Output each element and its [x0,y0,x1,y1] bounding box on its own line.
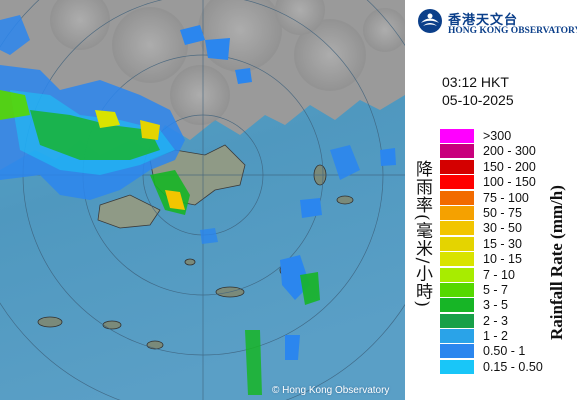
legend-swatch [440,190,474,206]
observation-time: 03:12 HKT [442,74,509,90]
legend-swatch [440,344,474,360]
legend-label: 7 - 10 [483,267,515,282]
legend-swatch [440,144,474,160]
legend-label: 10 - 15 [483,252,522,267]
legend-label: 100 - 150 [483,175,536,190]
legend-label: 1 - 2 [483,329,509,344]
legend-label: 15 - 30 [483,236,522,251]
copyright-notice: © Hong Kong Observatory [272,385,390,396]
logo-chinese-name: 香港天文台 [448,13,519,28]
radar-map: © Hong Kong Observatory [0,0,405,400]
legend-label: 30 - 50 [483,221,522,236]
legend-panel: 香港天文台 HONG KONG OBSERVATORY 03:12 HKT 05… [405,0,577,400]
logo-english-name: HONG KONG OBSERVATORY [448,26,577,36]
legend-label: 75 - 100 [483,190,529,205]
legend-label: 0.50 - 1 [483,344,526,359]
unit-label-chinese: 降雨率(毫米/小時) [412,160,432,308]
observation-date: 05-10-2025 [442,92,514,108]
legend-label: 200 - 300 [483,144,536,159]
legend-swatch [440,236,474,252]
legend-label: 5 - 7 [483,282,509,297]
cloud-texture [50,0,405,125]
legend-swatch [440,129,474,144]
legend-swatch [440,159,474,175]
legend-label: >300 [483,129,512,143]
rain-echoes [0,15,396,395]
legend-swatch [440,252,474,268]
legend-swatch [440,298,474,314]
legend-label: 3 - 5 [483,298,509,313]
unit-label-english: Rainfall Rate (mm/h) [547,185,566,340]
legend-swatch [440,329,474,345]
legend-swatch [440,313,474,329]
radar-map-image [0,0,405,400]
legend-swatch [440,267,474,283]
legend-label: 0.15 - 0.50 [483,359,543,374]
legend-swatch [440,282,474,298]
legend-label: 50 - 75 [483,205,522,220]
legend-label: 150 - 200 [483,159,536,174]
hko-emblem-icon [418,9,442,33]
lantau-island [97,194,161,229]
hko-logo: 香港天文台 HONG KONG OBSERVATORY [417,6,577,38]
legend-swatch [440,205,474,221]
legend-swatch [440,221,474,237]
legend-label: 2 - 3 [483,313,509,328]
legend-swatch [440,175,474,191]
legend-swatch [440,359,474,375]
